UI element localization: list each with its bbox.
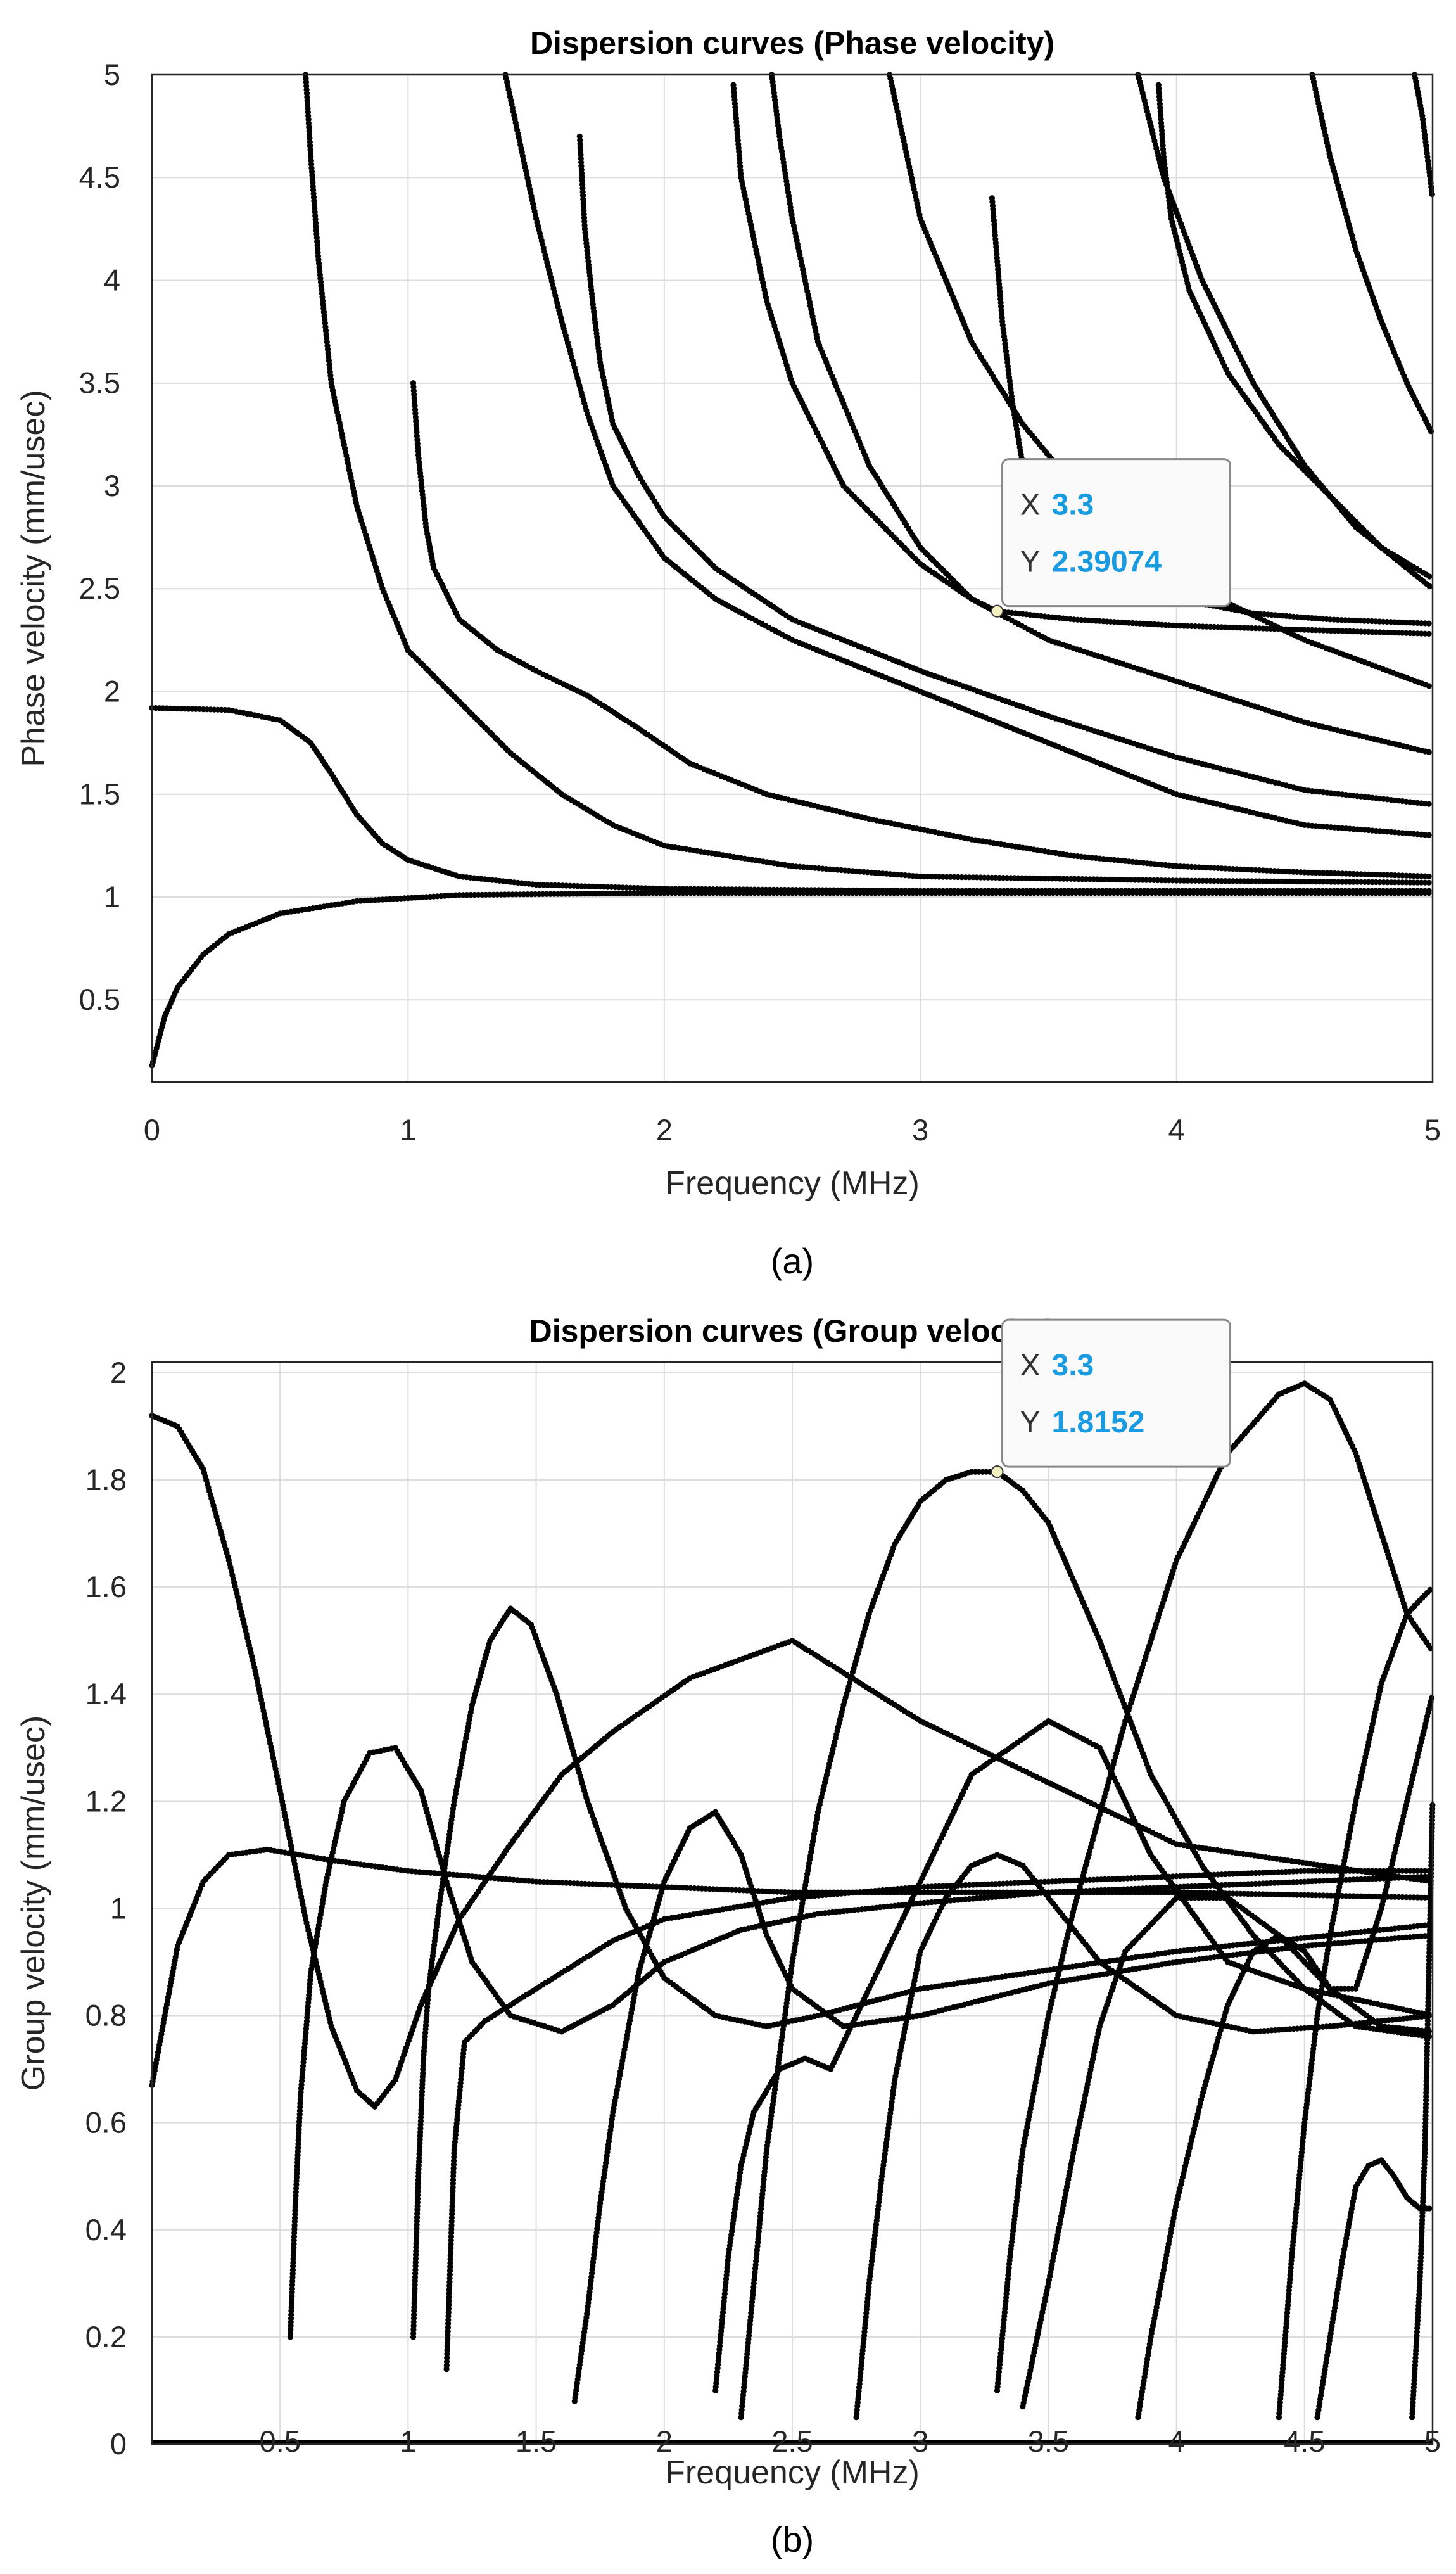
- series-4: [410, 380, 1432, 879]
- data-point: [1426, 801, 1432, 807]
- data-point: [1426, 573, 1433, 580]
- datatip-x-key: X: [1020, 488, 1041, 522]
- datatip-y-value: 2.39074: [1052, 545, 1162, 579]
- data-point: [1426, 888, 1432, 894]
- series-3: [303, 72, 1432, 886]
- y-tick-label: 4.5: [79, 160, 120, 194]
- y-tick-label: 2.5: [79, 571, 120, 605]
- x-tick-label: 3: [912, 1113, 928, 1147]
- data-point: [1426, 630, 1432, 637]
- x-tick-label: 5: [1424, 1113, 1441, 1147]
- group-velocity-chart: 0.5 1 1.5 2 2.5 3 3.5 4 4.5 500.20.40.60.811.21.4…: [15, 1313, 1441, 2559]
- x-tick-label: 4: [1168, 1113, 1185, 1147]
- data-point: [1426, 879, 1432, 886]
- data-point: [1426, 683, 1432, 689]
- x-tick-label: 0: [144, 1113, 160, 1147]
- y-tick-label: 1: [104, 880, 120, 914]
- y-tick-label: 3: [104, 469, 120, 502]
- chart-title: Dispersion curves (Phase velocity): [530, 25, 1054, 61]
- figure-caption: (a): [771, 1241, 814, 1281]
- x-tick-label: 1: [400, 1113, 416, 1147]
- data-point: [1426, 620, 1432, 627]
- data-point: [1426, 749, 1432, 755]
- y-axis-label: Phase velocity (mm/usec): [15, 390, 52, 767]
- datatip-box: [1001, 458, 1232, 608]
- y-tick-label: 0.5: [79, 983, 120, 1016]
- y-tick-label: 5: [104, 58, 120, 91]
- data-point: [1426, 583, 1433, 590]
- datatip-marker: [991, 604, 1004, 618]
- y-tick-label: 1.5: [79, 777, 120, 811]
- x-tick-label: 2: [656, 1113, 673, 1147]
- y-tick-label: 4: [104, 263, 120, 296]
- datatip-y-key: Y: [1020, 545, 1041, 579]
- x-axis-label: Frequency (MHz): [665, 1165, 920, 1202]
- y-tick-label: 2: [104, 674, 120, 708]
- data-point: [1426, 832, 1432, 838]
- datatip-x-value: 3.3: [1052, 488, 1094, 522]
- series-2: [149, 704, 1432, 894]
- y-tick-label: 3.5: [79, 366, 120, 400]
- phase-velocity-chart: 0 1 2 3 4 5 0.5 1 1.5 2 2.5 3 3.5 4 4.5 5 Dispersion cur…: [15, 25, 1441, 1281]
- data-point: [1426, 873, 1432, 879]
